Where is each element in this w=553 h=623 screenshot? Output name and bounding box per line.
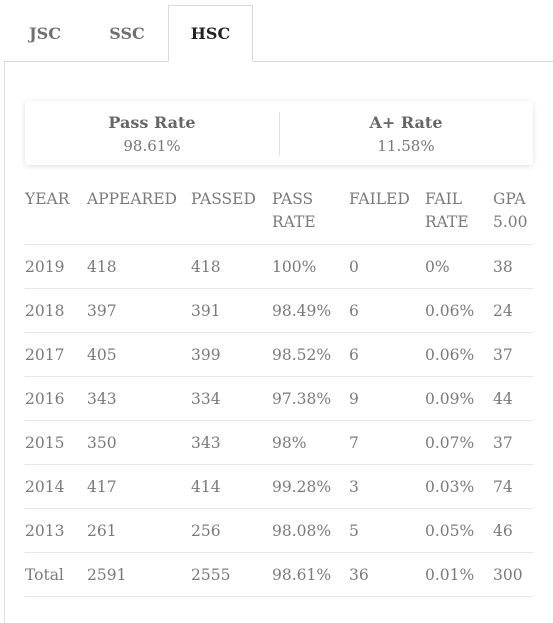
- cell-fail-rate: 0.07%: [425, 420, 493, 465]
- cell-pass-rate: 97.38%: [272, 376, 349, 421]
- tab-bar-divider: [4, 61, 553, 62]
- cell-passed: 391: [191, 288, 272, 333]
- cell-pass-rate: 98.08%: [272, 508, 349, 553]
- cell-appeared: 350: [87, 420, 191, 465]
- header-passed: PASSED: [191, 180, 272, 245]
- cell-pass-rate: 98%: [272, 420, 349, 465]
- cell-passed: 343: [191, 420, 272, 465]
- cell-appeared: 343: [87, 376, 191, 421]
- pass-rate-value: 98.61%: [123, 137, 181, 155]
- aplus-rate-stat: A+ Rate 11.58%: [279, 101, 533, 165]
- cell-pass-rate: 98.49%: [272, 288, 349, 333]
- cell-failed: 3: [349, 464, 425, 509]
- cell-gpa5: 46: [493, 508, 533, 553]
- aplus-rate-value: 11.58%: [377, 137, 435, 155]
- cell-passed: 399: [191, 332, 272, 377]
- cell-failed: 36: [349, 552, 425, 597]
- header-year: YEAR: [25, 180, 87, 245]
- table-header-row: YEAR APPEARED PASSED PASS RATE FAILED FA…: [25, 180, 533, 245]
- cell-year: 2019: [25, 244, 87, 289]
- cell-gpa5: 37: [493, 420, 533, 465]
- cell-failed: 0: [349, 244, 425, 289]
- cell-passed: 414: [191, 464, 272, 509]
- cell-year: 2013: [25, 508, 87, 553]
- tab-ssc[interactable]: SSC: [109, 24, 145, 43]
- cell-appeared: 261: [87, 508, 191, 553]
- cell-appeared: 418: [87, 244, 191, 289]
- cell-fail-rate: 0.05%: [425, 508, 493, 553]
- aplus-rate-label: A+ Rate: [369, 113, 443, 132]
- summary-card: Pass Rate 98.61% A+ Rate 11.58%: [25, 101, 533, 165]
- stat-divider: [279, 112, 280, 156]
- cell-year: 2016: [25, 376, 87, 421]
- table-row: 2013 261 256 98.08% 5 0.05% 46: [25, 508, 533, 553]
- cell-pass-rate: 100%: [272, 244, 349, 289]
- cell-failed: 6: [349, 332, 425, 377]
- results-table: YEAR APPEARED PASSED PASS RATE FAILED FA…: [25, 180, 533, 597]
- cell-gpa5: 74: [493, 464, 533, 509]
- cell-gpa5: 24: [493, 288, 533, 333]
- panel-border: [4, 62, 5, 623]
- table-row: 2016 343 334 97.38% 9 0.09% 44: [25, 376, 533, 421]
- cell-fail-rate: 0.06%: [425, 288, 493, 333]
- cell-fail-rate: 0.01%: [425, 552, 493, 597]
- pass-rate-stat: Pass Rate 98.61%: [25, 101, 279, 165]
- table-total-row: Total 2591 2555 98.61% 36 0.01% 300: [25, 552, 533, 597]
- cell-year: 2017: [25, 332, 87, 377]
- cell-fail-rate: 0.06%: [425, 332, 493, 377]
- tab-hsc[interactable]: HSC: [168, 5, 253, 62]
- table-row: 2019 418 418 100% 0 0% 38: [25, 244, 533, 289]
- cell-fail-rate: 0.03%: [425, 464, 493, 509]
- cell-appeared: 405: [87, 332, 191, 377]
- cell-gpa5: 44: [493, 376, 533, 421]
- cell-passed: 2555: [191, 552, 272, 597]
- header-failed: FAILED: [349, 180, 425, 245]
- pass-rate-label: Pass Rate: [108, 113, 196, 132]
- cell-passed: 256: [191, 508, 272, 553]
- cell-year: 2018: [25, 288, 87, 333]
- exam-tabs: JSC SSC HSC: [4, 0, 553, 62]
- cell-failed: 7: [349, 420, 425, 465]
- header-fail-rate: FAIL RATE: [425, 180, 493, 245]
- cell-fail-rate: 0%: [425, 244, 493, 289]
- cell-gpa5: 37: [493, 332, 533, 377]
- cell-pass-rate: 99.28%: [272, 464, 349, 509]
- cell-year: 2015: [25, 420, 87, 465]
- table-row: 2015 350 343 98% 7 0.07% 37: [25, 420, 533, 465]
- table-row: 2018 397 391 98.49% 6 0.06% 24: [25, 288, 533, 333]
- cell-failed: 6: [349, 288, 425, 333]
- cell-failed: 5: [349, 508, 425, 553]
- cell-year: Total: [25, 552, 87, 597]
- tab-jsc[interactable]: JSC: [29, 24, 61, 43]
- cell-pass-rate: 98.52%: [272, 332, 349, 377]
- header-pass-rate: PASS RATE: [272, 180, 349, 245]
- cell-passed: 334: [191, 376, 272, 421]
- cell-passed: 418: [191, 244, 272, 289]
- cell-failed: 9: [349, 376, 425, 421]
- cell-appeared: 2591: [87, 552, 191, 597]
- cell-gpa5: 38: [493, 244, 533, 289]
- cell-pass-rate: 98.61%: [272, 552, 349, 597]
- cell-fail-rate: 0.09%: [425, 376, 493, 421]
- cell-gpa5: 300: [493, 552, 533, 597]
- header-appeared: APPEARED: [87, 180, 191, 245]
- header-gpa5: GPA 5.00: [493, 180, 533, 245]
- cell-year: 2014: [25, 464, 87, 509]
- cell-appeared: 417: [87, 464, 191, 509]
- table-row: 2017 405 399 98.52% 6 0.06% 37: [25, 332, 533, 377]
- cell-appeared: 397: [87, 288, 191, 333]
- table-row: 2014 417 414 99.28% 3 0.03% 74: [25, 464, 533, 509]
